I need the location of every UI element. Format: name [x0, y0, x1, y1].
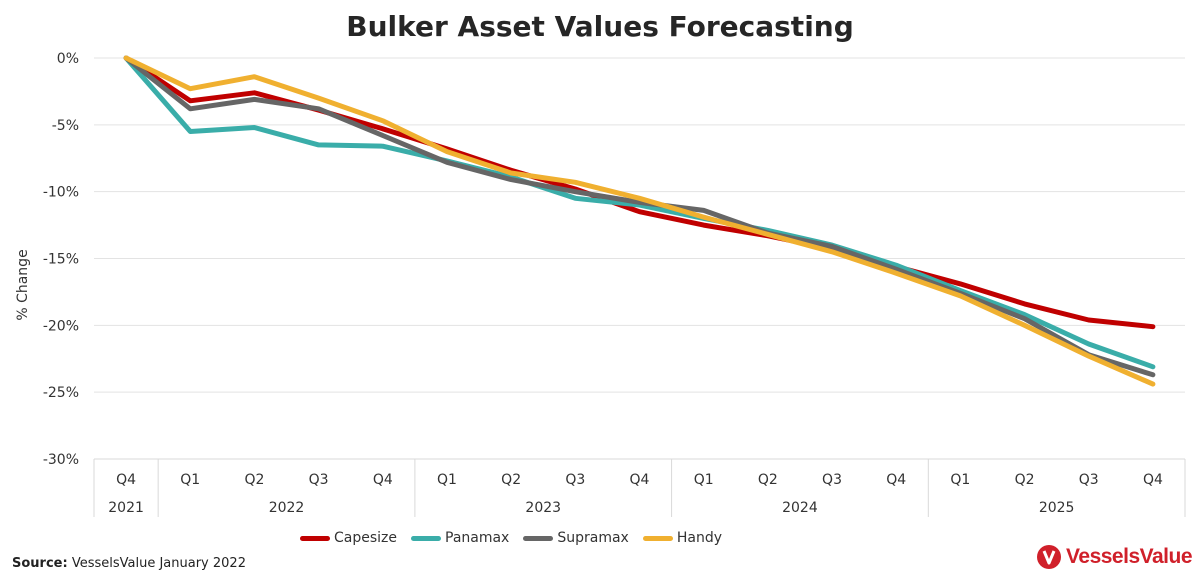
- x-tick-label: Q2: [758, 472, 778, 488]
- x-group-label: 2022: [269, 500, 305, 516]
- series-line-capesize: [123, 55, 1156, 330]
- chart-legend: Capesize Panamax Supramax Handy: [300, 530, 722, 546]
- y-tick-label: 0%: [57, 51, 79, 67]
- legend-item-supramax: Supramax: [523, 530, 629, 546]
- x-tick-label: Q1: [694, 472, 714, 488]
- series-line-handy: [123, 55, 1156, 387]
- legend-swatch-capesize: [300, 535, 330, 541]
- y-tick-label: -15%: [43, 252, 79, 268]
- x-tick-label: Q2: [244, 472, 264, 488]
- x-tick-label: Q3: [565, 472, 585, 488]
- x-tick-label: Q1: [950, 472, 970, 488]
- x-tick-label: Q4: [116, 472, 136, 488]
- x-tick-label: Q4: [886, 472, 906, 488]
- y-tick-label: -5%: [52, 118, 79, 134]
- legend-item-capesize: Capesize: [300, 530, 397, 546]
- legend-label-handy: Handy: [676, 530, 722, 546]
- legend-label-supramax: Supramax: [557, 530, 629, 546]
- x-group-label: 2025: [1039, 500, 1075, 516]
- x-tick-label: Q4: [630, 472, 650, 488]
- x-tick-label: Q4: [1143, 472, 1163, 488]
- x-tick-label: Q2: [1015, 472, 1035, 488]
- x-group-label: 2023: [525, 500, 561, 516]
- x-tick-label: Q3: [309, 472, 329, 488]
- logo-text: VesselsValue: [1066, 545, 1192, 568]
- logo-icon: [1037, 545, 1062, 569]
- x-tick-label: Q2: [501, 472, 521, 488]
- brand-logo: VesselsValue: [1036, 544, 1192, 570]
- x-tick-label: Q1: [437, 472, 457, 488]
- legend-swatch-handy: [642, 535, 673, 541]
- chart-title: Bulker Asset Values Forecasting: [346, 10, 854, 43]
- x-group-label: 2021: [108, 500, 144, 516]
- y-tick-label: -10%: [43, 185, 79, 201]
- legend-swatch-panamax: [411, 535, 441, 541]
- y-tick-label: -30%: [43, 452, 79, 468]
- x-tick-label: Q3: [1079, 472, 1099, 488]
- legend-label-capesize: Capesize: [334, 530, 397, 546]
- legend-label-panamax: Panamax: [445, 530, 510, 546]
- source-text: VesselsValue January 2022: [71, 556, 246, 571]
- source-note: Source: VesselsValue January 2022: [12, 556, 246, 571]
- x-group-label: 2024: [782, 500, 818, 516]
- x-tick-label: Q3: [822, 472, 842, 488]
- series-line-supramax: [123, 55, 1156, 378]
- legend-item-handy: Handy: [642, 530, 722, 546]
- y-tick-label: -25%: [43, 385, 79, 401]
- legend-swatch-supramax: [523, 535, 554, 541]
- y-axis-label: % Change: [15, 249, 31, 320]
- x-tick-label: Q1: [180, 472, 200, 488]
- y-tick-label: -20%: [43, 318, 79, 334]
- source-label: Source:: [12, 556, 68, 571]
- x-tick-label: Q4: [373, 472, 393, 488]
- series-line-panamax: [123, 55, 1156, 370]
- legend-item-panamax: Panamax: [411, 530, 509, 546]
